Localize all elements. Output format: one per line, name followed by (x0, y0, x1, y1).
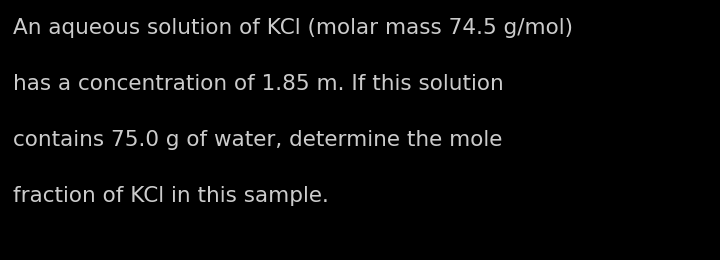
Text: has a concentration of 1.85 m. If this solution: has a concentration of 1.85 m. If this s… (13, 74, 504, 94)
Text: An aqueous solution of KCl (molar mass 74.5 g/mol): An aqueous solution of KCl (molar mass 7… (13, 18, 573, 38)
Text: fraction of KCl in this sample.: fraction of KCl in this sample. (13, 186, 329, 206)
Text: contains 75.0 g of water, determine the mole: contains 75.0 g of water, determine the … (13, 130, 503, 150)
